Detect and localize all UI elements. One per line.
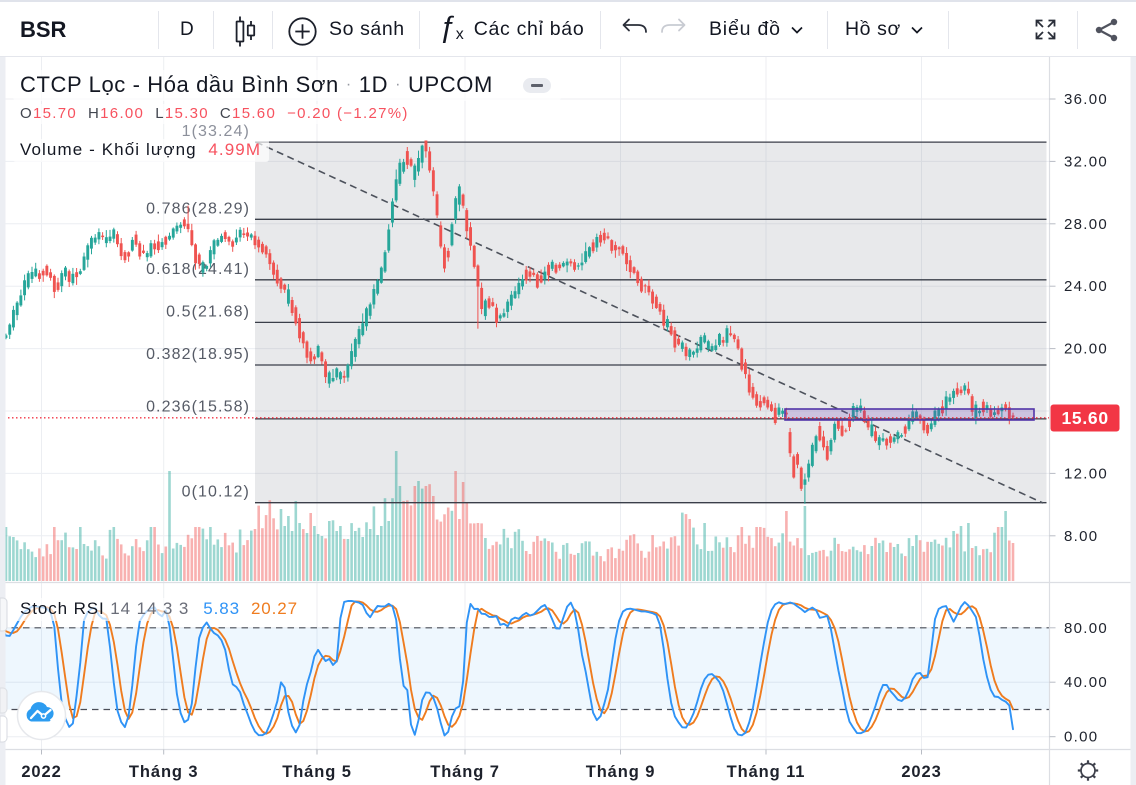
svg-text:0.236(15.58): 0.236(15.58) [146, 399, 250, 416]
svg-text:12.00: 12.00 [1064, 465, 1108, 482]
svg-text:0.5(21.68): 0.5(21.68) [166, 303, 250, 320]
svg-text:80.00: 80.00 [1064, 620, 1108, 637]
svg-text:32.00: 32.00 [1064, 153, 1108, 170]
svg-text:Tháng 9: Tháng 9 [586, 763, 656, 781]
svg-text:15.60: 15.60 [1062, 408, 1109, 428]
svg-text:28.00: 28.00 [1064, 216, 1108, 233]
svg-text:2023: 2023 [901, 763, 941, 781]
svg-text:0.00: 0.00 [1064, 729, 1098, 746]
svg-text:Tháng 11: Tháng 11 [727, 763, 806, 781]
svg-text:2022: 2022 [21, 763, 61, 781]
svg-text:20.00: 20.00 [1064, 341, 1108, 358]
svg-text:36.00: 36.00 [1064, 91, 1108, 108]
svg-text:Tháng 7: Tháng 7 [430, 763, 500, 781]
svg-text:1(33.24): 1(33.24) [182, 123, 250, 140]
svg-text:0.382(18.95): 0.382(18.95) [146, 346, 250, 363]
svg-text:Tháng 3: Tháng 3 [129, 763, 199, 781]
svg-text:0.618(24.41): 0.618(24.41) [146, 261, 250, 278]
svg-text:8.00: 8.00 [1064, 528, 1098, 545]
svg-text:0(10.12): 0(10.12) [182, 484, 250, 501]
svg-text:0.786(28.29): 0.786(28.29) [146, 200, 250, 217]
svg-text:24.00: 24.00 [1064, 278, 1108, 295]
svg-text:40.00: 40.00 [1064, 674, 1108, 691]
svg-text:Tháng 5: Tháng 5 [282, 763, 352, 781]
